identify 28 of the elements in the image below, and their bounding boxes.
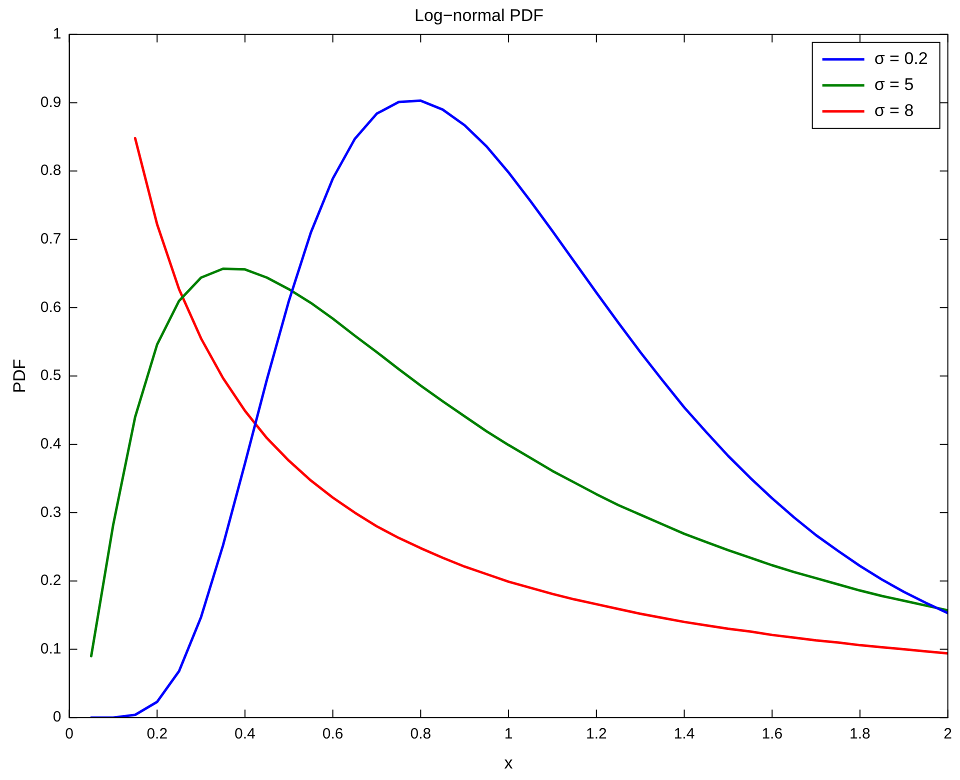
legend-label: σ = 8 (874, 101, 914, 120)
chart-title: Log−normal PDF (414, 6, 544, 25)
x-tick-label: 0.2 (146, 726, 168, 743)
y-tick-label: 0 (52, 708, 62, 726)
x-tick-label: 1.4 (674, 726, 695, 743)
y-tick-label: 0.9 (40, 94, 62, 111)
legend-label: σ = 0.2 (874, 49, 928, 68)
y-tick-label: 0.6 (40, 298, 62, 316)
x-tick-label: 0.6 (322, 726, 344, 743)
y-tick-label: 0.1 (40, 640, 62, 658)
x-tick-label: 0 (65, 726, 74, 743)
legend-label: σ = 5 (874, 75, 914, 94)
y-tick-label: 0.4 (40, 435, 62, 452)
y-tick-label: 0.7 (40, 230, 62, 248)
x-axis-title: x (504, 753, 514, 772)
y-tick-label: 0.8 (40, 162, 62, 180)
x-tick-label: 1.6 (762, 726, 783, 743)
x-tick-label: 1.8 (850, 726, 870, 743)
y-tick-label: 0.2 (40, 572, 62, 590)
x-tick-label: 0.4 (234, 726, 256, 743)
x-tick-label: 0.8 (410, 726, 432, 743)
x-tick-label: 1 (504, 726, 513, 743)
y-axis-title: PDF (10, 359, 29, 393)
x-tick-label: 1.2 (586, 726, 607, 743)
y-tick-label: 0.3 (40, 504, 62, 521)
y-tick-label: 0.5 (40, 367, 62, 384)
x-tick-label: 2 (944, 726, 952, 743)
y-tick-label: 1 (52, 26, 62, 43)
